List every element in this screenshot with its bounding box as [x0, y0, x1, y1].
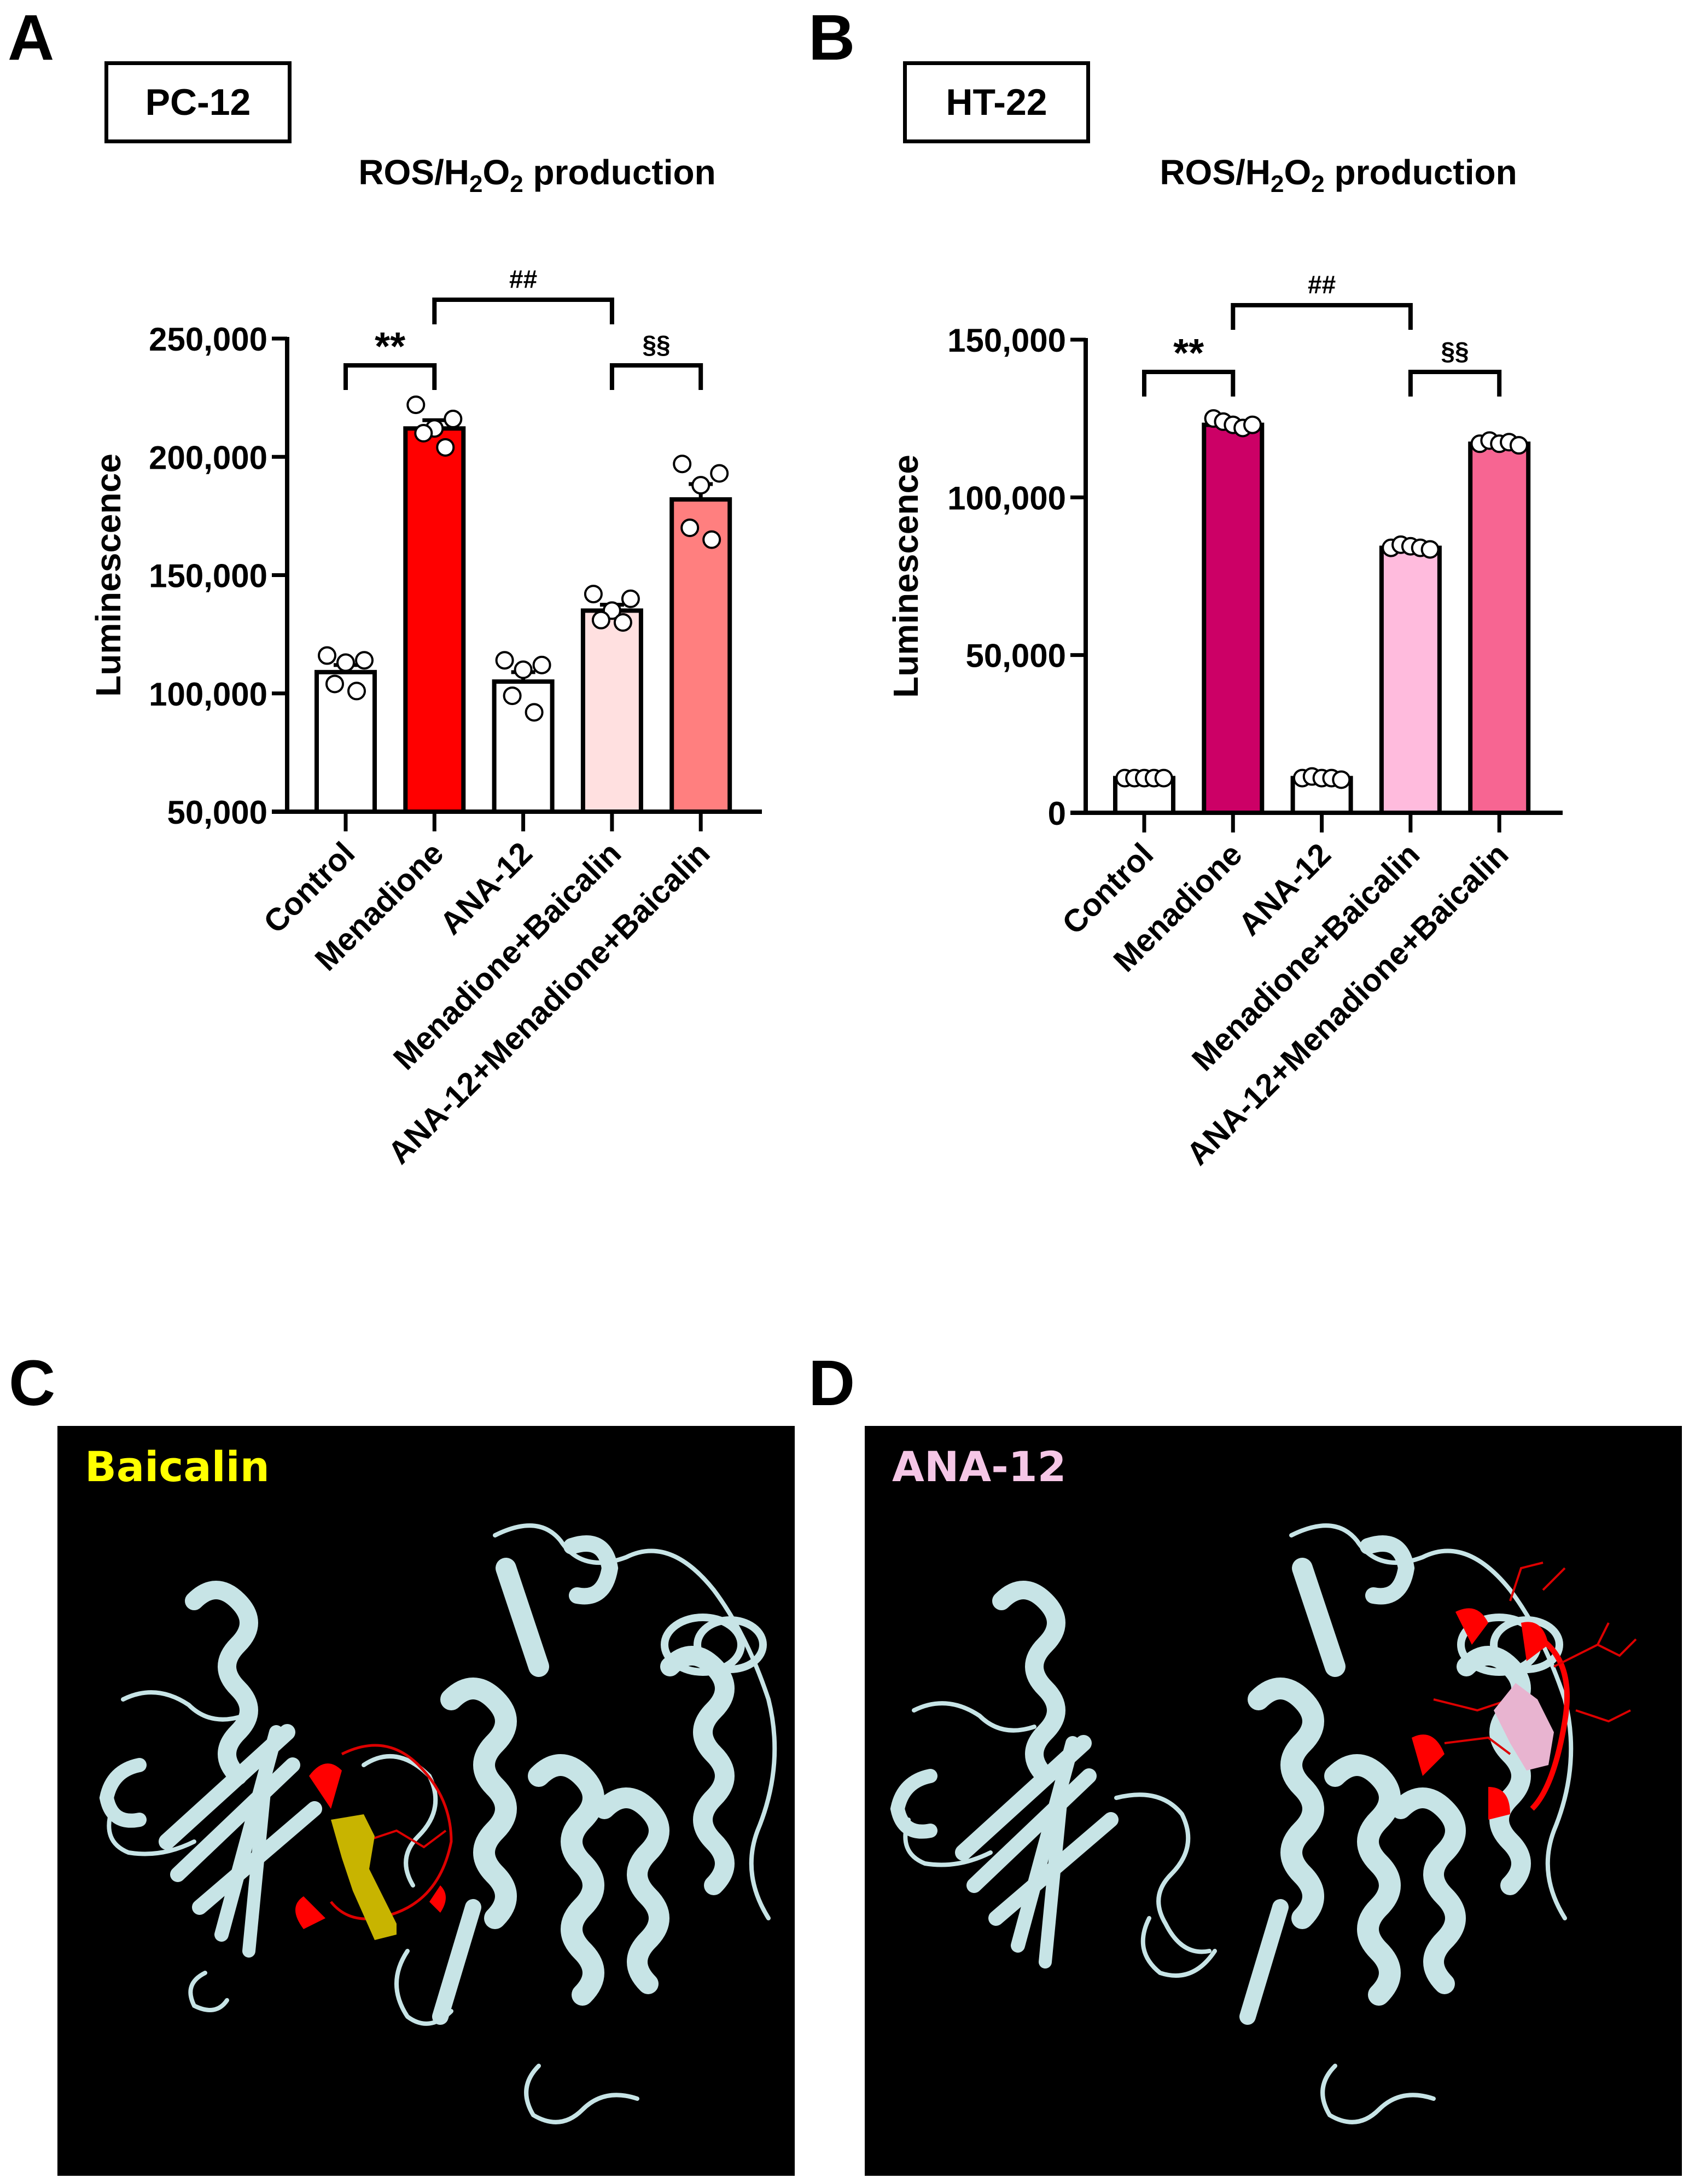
significance-label: §§: [642, 330, 670, 359]
bar-chart-b: Luminescence050,000100,000150,000Control…: [886, 270, 1563, 1172]
significance-bracket: ##: [432, 265, 614, 324]
panel-letter-d: D: [808, 1347, 855, 1419]
bar-ana-12: [492, 651, 555, 814]
bar-menadione: [403, 395, 466, 814]
data-point: [1243, 415, 1262, 434]
significance-bracket: §§: [1408, 337, 1502, 397]
y-axis-label: Luminescence: [886, 455, 925, 698]
data-point: [673, 455, 692, 474]
data-point: [347, 682, 366, 701]
significance-label: **: [1173, 331, 1204, 375]
data-point: [532, 655, 551, 674]
chart-title-a: ROS/H2O2 production: [358, 153, 716, 197]
y-tick-label: 0: [1048, 795, 1066, 832]
data-point: [591, 610, 610, 630]
protein-structure-d: [890, 1523, 1637, 2124]
data-point: [1332, 770, 1351, 789]
y-tick-label: 50,000: [965, 638, 1066, 674]
bar-control: [1113, 768, 1175, 815]
y-tick-label: 250,000: [149, 321, 267, 358]
cell-line-label-a: PC-12: [145, 81, 251, 123]
data-point: [355, 651, 374, 670]
data-point: [318, 646, 336, 665]
bar-ana-12-menadione-baicalin: [1468, 431, 1531, 815]
cell-line-label-b: HT-22: [946, 81, 1047, 123]
bar-menadione-baicalin: [580, 585, 643, 814]
data-point: [710, 464, 729, 483]
data-point: [1154, 768, 1173, 788]
y-tick-label: 150,000: [947, 322, 1066, 359]
significance-bracket: §§: [609, 330, 703, 390]
data-point: [584, 585, 603, 604]
data-point: [406, 395, 426, 415]
bar-menadione-baicalin: [1379, 535, 1442, 815]
data-point: [1420, 540, 1440, 559]
significance-label: **: [375, 325, 405, 369]
ligand-label-baicalin: Baicalin: [85, 1442, 270, 1491]
data-point: [525, 703, 544, 722]
data-point: [514, 660, 533, 679]
y-tick-label: 100,000: [149, 676, 267, 713]
bar-ana-12-menadione-baicalin: [669, 455, 732, 814]
docking-image-ana12: ANA-12: [865, 1426, 1682, 2176]
data-point: [621, 589, 640, 608]
panel-letter-b: B: [808, 2, 855, 74]
panel-letter-a: A: [8, 2, 55, 74]
chart-title-b: ROS/H2O2 production: [1160, 153, 1517, 197]
ligand-label-ana12: ANA-12: [892, 1442, 1067, 1491]
data-point: [436, 438, 455, 457]
bar-chart-a: Luminescence 50,000 100,000 150,000 200,000 2…: [89, 265, 762, 1171]
data-point: [691, 476, 710, 495]
significance-bracket: **: [343, 325, 437, 390]
data-point: [613, 613, 632, 632]
protein-structure-c: [99, 1523, 777, 2124]
docking-image-baicalin: Baicalin: [57, 1426, 795, 2176]
y-axis-label: Luminescence: [89, 453, 128, 697]
significance-label: §§: [1441, 337, 1469, 365]
cell-line-box-b: HT-22: [903, 61, 1090, 143]
data-point: [495, 651, 514, 670]
data-point: [503, 686, 522, 706]
data-point: [680, 519, 700, 537]
y-tick-label: 150,000: [149, 558, 267, 595]
panel-letter-c: C: [9, 1347, 56, 1419]
ana12-ligand: [1494, 1683, 1554, 1771]
significance-label: ##: [509, 265, 537, 293]
x-tick-label: ANA-12+Menadione+Baicalin: [1180, 836, 1515, 1172]
plot-area-b: Luminescence050,000100,000150,000Control…: [886, 270, 1563, 1172]
cell-line-box-a: PC-12: [104, 61, 292, 143]
data-point: [702, 530, 721, 549]
data-point: [414, 424, 433, 442]
data-point: [1509, 436, 1528, 455]
y-tick-label: 50,000: [167, 794, 267, 831]
significance-bracket: ##: [1231, 270, 1413, 330]
bar-menadione: [1202, 409, 1265, 815]
y-tick-label: 200,000: [149, 439, 267, 476]
significance-label: ##: [1308, 270, 1336, 299]
significance-bracket: **: [1142, 331, 1236, 397]
binding-site-d: [1412, 1562, 1637, 1820]
baicalin-ligand: [331, 1814, 397, 1940]
data-point: [325, 674, 344, 694]
data-point: [336, 653, 355, 672]
data-point: [444, 410, 463, 429]
y-tick-label: 100,000: [947, 480, 1066, 516]
bar-ana-12: [1290, 767, 1353, 815]
